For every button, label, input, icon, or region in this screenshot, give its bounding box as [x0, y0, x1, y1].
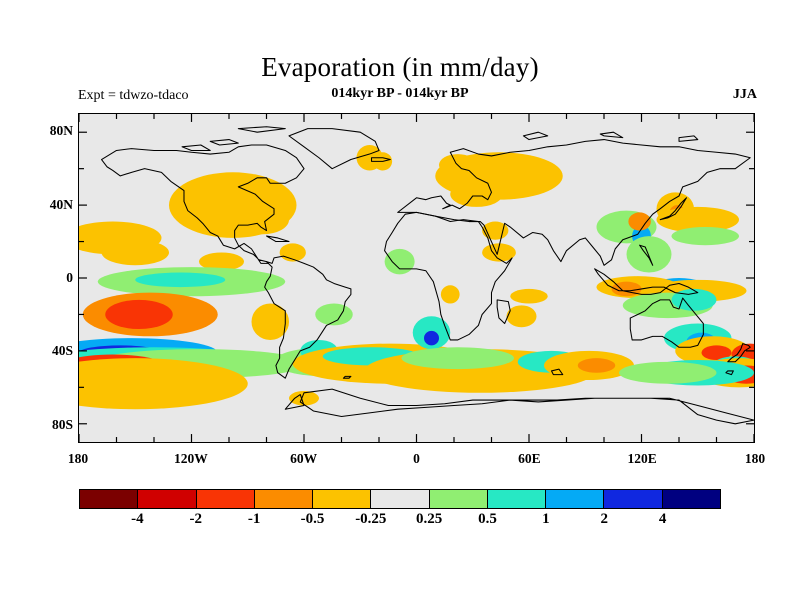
x-tick-label: 180 — [744, 451, 766, 466]
colorbar-bin — [428, 490, 487, 508]
colorbar-bin — [80, 490, 138, 508]
anomaly-region — [619, 361, 717, 384]
coastline-path — [237, 126, 286, 133]
coastline-path — [288, 128, 380, 170]
x-tick-label: 0 — [413, 451, 420, 466]
coastline-path — [371, 157, 391, 162]
colorbar-tick-label: -0.25 — [355, 511, 387, 527]
coastline-path — [550, 368, 564, 376]
coastline-path — [181, 144, 211, 151]
y-tick-label: 0 — [66, 270, 73, 285]
x-axis: 180 120W 60W 0 60E 120E 180 — [68, 451, 765, 471]
coastline-path — [725, 370, 734, 376]
coastline-path — [264, 255, 352, 379]
colorbar-bin — [195, 490, 254, 508]
anomaly-region — [506, 305, 537, 328]
colorbar-bin — [312, 490, 371, 508]
coastline-path — [629, 297, 704, 348]
anomaly-region — [656, 206, 739, 233]
coastline-path — [342, 375, 352, 379]
anomaly-region — [424, 330, 439, 346]
colorbar-tick-label: -2 — [189, 511, 202, 527]
anomaly-region — [671, 288, 717, 311]
colorbar-bin — [545, 490, 604, 508]
anomaly-region — [135, 272, 226, 288]
coastline-path — [496, 299, 511, 325]
anomaly-region — [384, 248, 415, 275]
coastlines — [101, 126, 754, 425]
experiment-label: Expt = tdwzo-tdaco — [78, 88, 189, 103]
colorbar-tick-label: 1 — [542, 511, 550, 527]
y-axis: 80N 40N 0 40S 80S — [0, 113, 73, 443]
world-map-heatmap — [78, 113, 755, 443]
colorbar-tick-label: 4 — [658, 511, 667, 527]
anomaly-region — [236, 205, 289, 235]
coastline-path — [639, 244, 654, 266]
colorbar-tick-label: -4 — [131, 511, 144, 527]
coastline-path — [266, 235, 290, 243]
coastline-path — [599, 131, 624, 139]
y-tick-label: 40S — [51, 343, 73, 359]
coastline-path — [594, 268, 699, 295]
colorbar-tick-label: 0.5 — [478, 511, 497, 527]
anomaly-region — [577, 358, 616, 373]
anomaly-region — [628, 212, 651, 231]
anomaly-region — [701, 345, 732, 360]
anomaly-region — [199, 252, 244, 271]
season-label: JJA — [732, 87, 757, 102]
coastline-path — [727, 343, 751, 363]
y-tick-label: 40N — [49, 196, 73, 212]
colorbar-tick-label: -1 — [247, 511, 261, 527]
coastline-path — [678, 135, 699, 142]
colorbar-bin — [603, 490, 662, 508]
anomaly-region — [289, 390, 319, 406]
anomaly-region — [401, 347, 514, 370]
colorbar-bin — [253, 490, 313, 508]
colorbar-bin — [486, 490, 546, 508]
coastline-path — [284, 394, 305, 410]
x-tick-label: 60E — [518, 451, 541, 466]
anomaly-region — [105, 299, 173, 330]
anomaly-region — [251, 303, 289, 340]
axis-tick-marks — [79, 114, 754, 442]
coastline-path — [397, 139, 751, 266]
anomaly-region — [440, 285, 460, 304]
anomaly-region — [79, 358, 248, 410]
anomaly-region — [626, 236, 672, 273]
anomaly-region — [510, 288, 548, 304]
anomaly-field — [79, 144, 754, 410]
chart-title: Evaporation (in mm/day) — [261, 52, 539, 82]
colorbar — [79, 489, 721, 509]
colorbar-bin — [137, 490, 196, 508]
colorbar-tick-label: -0.5 — [300, 511, 325, 527]
x-tick-label: 60W — [290, 451, 318, 466]
x-tick-label: 180 — [67, 451, 89, 466]
anomaly-region — [450, 181, 503, 207]
anomaly-region — [671, 226, 739, 246]
coastline-path — [101, 144, 305, 264]
anomaly-region — [101, 239, 169, 266]
map-plot-area — [78, 113, 755, 443]
colorbar-tick-label: 2 — [600, 511, 609, 527]
coastline-path — [659, 197, 688, 221]
colorbar-tick-label: 0.25 — [416, 511, 443, 527]
x-tick-label: 120W — [173, 451, 208, 466]
colorbar-bin — [370, 490, 429, 508]
y-tick-label: 80N — [49, 123, 73, 139]
coastline-path — [209, 139, 239, 146]
colorbar-bin — [661, 490, 720, 508]
coastline-path — [522, 131, 549, 141]
colorbar-labels: -4 -2 -1 -0.5 -0.25 0.25 0.5 1 2 4 — [79, 511, 721, 533]
chart-subtitle: 014kyr BP - 014kyr BP — [331, 86, 469, 101]
y-tick-label: 80S — [51, 416, 73, 432]
x-tick-label: 120E — [627, 451, 657, 466]
coastline-path — [299, 388, 754, 425]
